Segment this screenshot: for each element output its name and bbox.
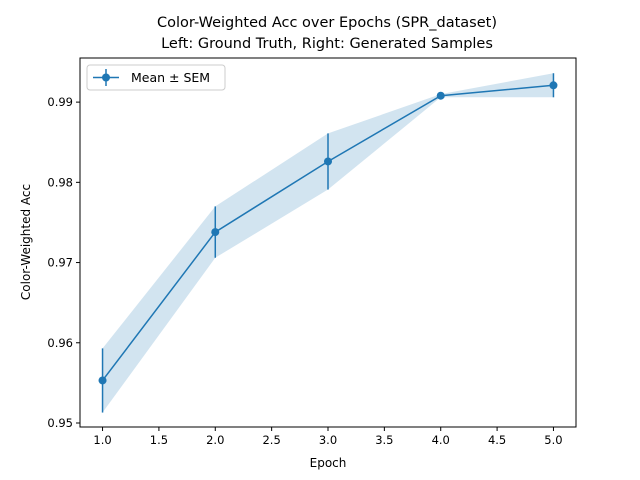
- x-tick-label: 1.5: [150, 433, 168, 447]
- y-tick-label: 0.98: [47, 175, 73, 189]
- x-tick-label: 4.5: [488, 433, 506, 447]
- x-axis-label: Epoch: [310, 456, 347, 470]
- y-axis: 0.95 0.96 0.97 0.98 0.99: [47, 95, 80, 430]
- axes-frame: [79, 57, 577, 428]
- chart-subtitle: Left: Ground Truth, Right: Generated Sam…: [161, 36, 493, 52]
- plot-area: [98, 73, 558, 413]
- x-tick-label: 5.0: [544, 433, 562, 447]
- y-tick-label: 0.99: [47, 95, 73, 109]
- legend-box: [86, 64, 226, 91]
- legend: Mean ± SEM: [86, 64, 226, 91]
- y-tick-label: 0.97: [47, 256, 73, 270]
- x-tick-label: 2.0: [206, 433, 224, 447]
- legend-entry-label: Mean ± SEM: [131, 70, 210, 85]
- x-tick-label: 3.0: [319, 433, 337, 447]
- y-tick-label: 0.96: [47, 336, 73, 350]
- data-point: [436, 91, 445, 100]
- data-point: [324, 157, 332, 166]
- series-line: [101, 84, 554, 381]
- sem-band: [102, 73, 554, 413]
- chart-title: Color-Weighted Acc over Epochs (SPR_data…: [157, 15, 497, 31]
- x-tick-label: 3.5: [375, 433, 393, 447]
- legend-marker-swatch: [102, 73, 110, 82]
- data-point: [98, 376, 107, 385]
- x-tick-label: 4.0: [432, 433, 450, 447]
- x-axis: 1.0 1.5 2.0 2.5 3.0 3.5 4.0 4.5 5.0: [93, 427, 563, 447]
- x-tick-label: 2.5: [262, 433, 280, 447]
- y-tick-label: 0.95: [47, 416, 73, 430]
- data-point: [211, 228, 220, 237]
- y-axis-label: Color-Weighted Acc: [19, 184, 33, 300]
- x-tick-label: 1.0: [93, 433, 111, 447]
- data-point: [549, 81, 558, 90]
